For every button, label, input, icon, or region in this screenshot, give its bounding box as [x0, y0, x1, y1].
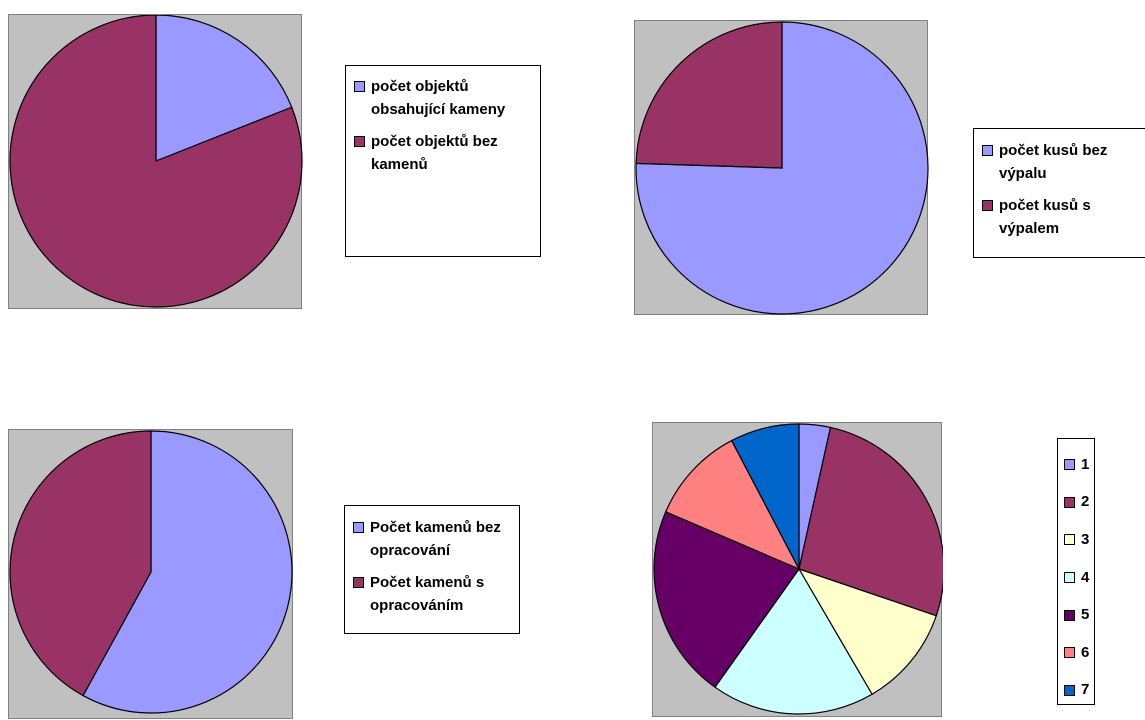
chart-3-legend: Počet kamenů bez opracování Počet kamenů… [344, 505, 520, 634]
chart-4-legend: 1 2 3 4 5 6 7 [1057, 438, 1095, 705]
legend-swatch [1064, 459, 1075, 471]
pie-slice-2 [798, 426, 943, 617]
legend-item: 4 [1064, 559, 1090, 597]
legend-label: Počet kamenů s opracováním [370, 574, 485, 614]
legend-swatch [1064, 609, 1075, 621]
legend-item: počet kusů s výpalem [982, 194, 1145, 240]
legend-label: počet kusů s výpalem [999, 197, 1091, 237]
legend-item: 6 [1064, 634, 1090, 672]
pie-slice-6 [664, 439, 801, 571]
legend-swatch [1064, 534, 1075, 546]
chart-2-legend: počet kusů bez výpalu počet kusů s výpal… [973, 128, 1145, 258]
legend-swatch [354, 136, 365, 147]
legend-item: Počet kamenů s opracováním [353, 571, 513, 617]
legend-item: 5 [1064, 596, 1090, 634]
chart-2-plot-area [634, 20, 929, 315]
legend-swatch [1064, 572, 1075, 584]
legend-label: 7 [1081, 681, 1090, 699]
legend-item: 1 [1064, 446, 1090, 484]
chart-4-pie [653, 423, 943, 715]
chart-1-plot-area [8, 14, 303, 309]
legend-item: 3 [1064, 521, 1090, 559]
legend-item: Počet kamenů bez opracování [353, 516, 513, 562]
legend-label: 4 [1081, 568, 1090, 586]
chart-1-legend: počet objektů obsahující kameny počet ob… [345, 65, 541, 257]
legend-swatch [982, 200, 993, 211]
pie-slice-7 [730, 423, 800, 570]
legend-swatch [982, 145, 993, 156]
chart-2-pie [635, 21, 929, 315]
legend-item: počet kusů bez výpalu [982, 139, 1145, 185]
chart-4-plot-area [652, 422, 943, 717]
legend-item: počet objektů bez kamenů [354, 130, 534, 176]
legend-label: 3 [1081, 530, 1090, 548]
pie-slice-3 [797, 567, 938, 696]
legend-item: 2 [1064, 484, 1090, 522]
pie-slice-5 [653, 511, 800, 689]
legend-label: počet kusů bez výpalu [999, 142, 1108, 182]
legend-item: počet objektů obsahující kameny [354, 75, 534, 121]
legend-swatch [1064, 647, 1075, 659]
legend-item: 7 [1064, 672, 1090, 710]
legend-swatch [1064, 496, 1075, 508]
legend-swatch [353, 577, 364, 588]
legend-swatch [353, 522, 364, 533]
legend-label: 6 [1081, 643, 1090, 661]
legend-label: počet objektů obsahující kameny [371, 78, 506, 118]
legend-label: 5 [1081, 606, 1090, 624]
chart-1-pie [9, 15, 303, 308]
pie-slice-2 [635, 21, 783, 169]
chart-3-pie [9, 430, 293, 714]
legend-label: 1 [1081, 455, 1090, 473]
legend-label: 2 [1081, 493, 1090, 511]
legend-swatch [354, 81, 365, 92]
legend-label: Počet kamenů bez opracování [370, 519, 501, 559]
pie-slice-2 [9, 15, 303, 308]
pie-slice-2 [9, 430, 152, 697]
pie-slice-1 [155, 15, 293, 162]
chart-3-plot-area [8, 429, 293, 719]
legend-label: počet objektů bez kamenů [371, 133, 498, 173]
legend-swatch [1064, 684, 1075, 696]
